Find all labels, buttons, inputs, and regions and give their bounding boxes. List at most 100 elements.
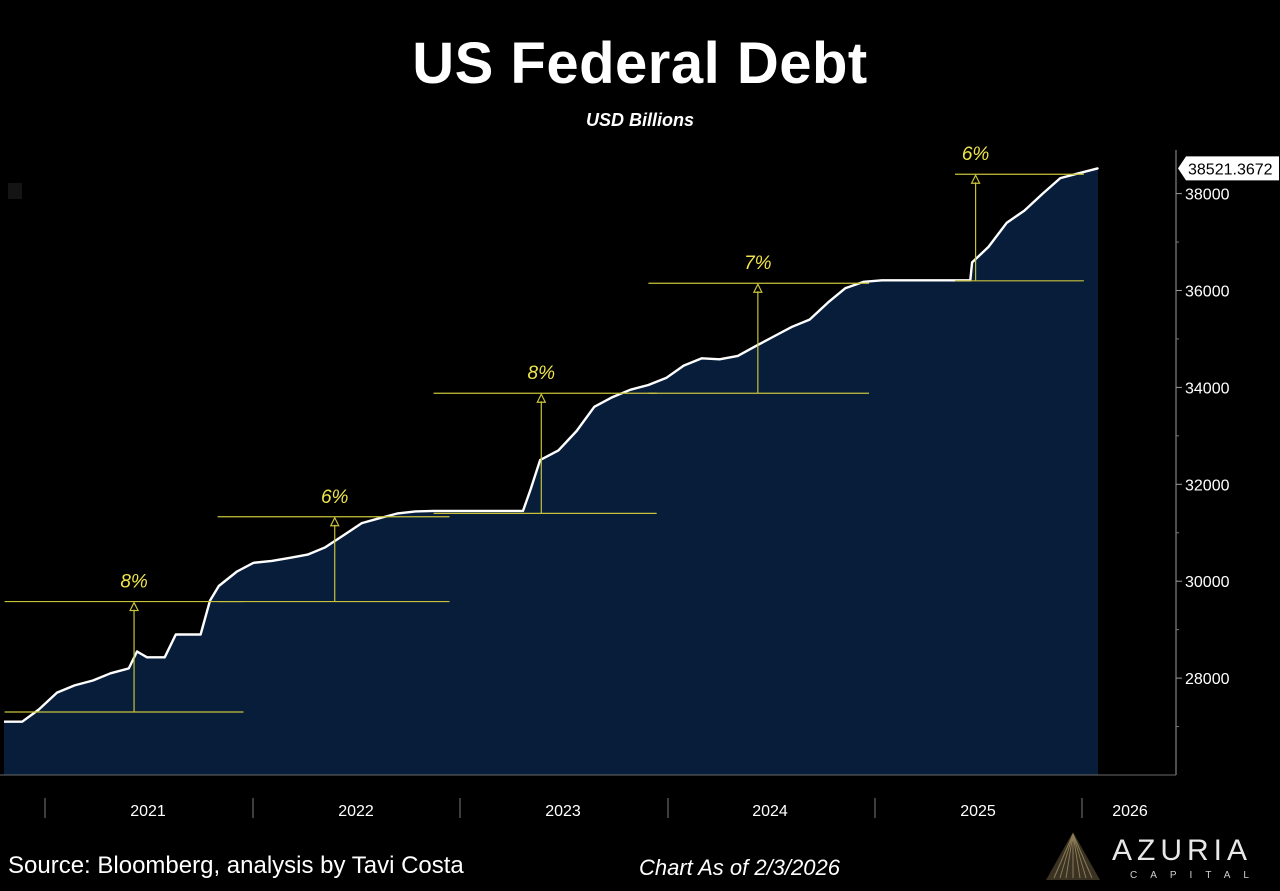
debt-point <box>432 510 435 512</box>
debt-point <box>73 684 76 687</box>
debt-point <box>467 510 470 512</box>
debt-point <box>1041 192 1044 195</box>
source-note: Source: Bloomberg, analysis by Tavi Cost… <box>8 852 464 879</box>
annotation-arrow-head <box>752 282 763 293</box>
debt-point <box>182 633 184 636</box>
debt-point <box>288 557 291 559</box>
debt-point <box>21 720 24 723</box>
corner-marker <box>8 183 22 199</box>
debt-point <box>252 562 255 564</box>
annotation-arrow-head <box>329 516 340 527</box>
chart-subtitle: USD Billions <box>585 110 694 130</box>
annotation-label: 6% <box>962 144 990 165</box>
debt-point <box>342 534 345 536</box>
debt-point <box>163 656 166 659</box>
annotation-label: 6% <box>321 487 349 508</box>
logo-subtitle: CAPITAL <box>1130 870 1262 881</box>
y-tick-label: 34000 <box>1185 380 1230 397</box>
annotation-label: 8% <box>528 363 556 384</box>
x-tick-label: 2024 <box>752 803 788 820</box>
area-layer <box>4 167 1099 776</box>
debt-point <box>306 553 309 556</box>
y-tick-label: 36000 <box>1185 284 1230 301</box>
debt-point <box>485 510 488 512</box>
debt-point <box>539 459 541 461</box>
debt-point <box>971 261 973 264</box>
debt-point <box>844 287 847 289</box>
debt-point <box>378 517 381 519</box>
debt-area <box>4 168 1098 776</box>
debt-point <box>647 384 650 386</box>
annotation-label: 7% <box>744 253 772 274</box>
debt-point <box>175 633 177 636</box>
debt-point <box>737 355 739 357</box>
debt-point <box>791 326 793 328</box>
debt-point <box>271 560 273 562</box>
growth-annotation: 8% <box>433 363 657 514</box>
debt-point <box>987 246 990 248</box>
debt-point <box>324 546 327 549</box>
debt-point <box>808 318 811 321</box>
debt-point <box>1059 177 1062 179</box>
last-value-label: 38521.3672 <box>1188 161 1273 178</box>
debt-point <box>56 691 58 694</box>
debt-point <box>593 406 596 408</box>
debt-point <box>754 345 757 348</box>
x-tick-label: 2026 <box>1112 803 1148 820</box>
debt-point <box>128 667 130 670</box>
debt-point <box>503 510 506 512</box>
annotation-label: 8% <box>120 572 148 593</box>
debt-point <box>863 281 865 283</box>
debt-point <box>682 364 685 367</box>
growth-annotation: 6% <box>954 144 1084 282</box>
debt-point <box>1006 221 1008 224</box>
debt-point <box>414 510 417 513</box>
debt-point <box>951 279 954 282</box>
annotation-arrow-head <box>129 601 140 612</box>
debt-point <box>1097 167 1099 170</box>
debt-point <box>718 358 721 361</box>
growth-annotation: 7% <box>648 253 870 394</box>
azuria-logo: AZURIA CAPITAL <box>1038 830 1268 886</box>
debt-point <box>1023 209 1026 212</box>
annotation-layer: 8% 6% 8% 7% 6% <box>4 144 1084 713</box>
debt-point <box>629 389 631 391</box>
x-tick-label: 2021 <box>130 803 166 820</box>
growth-annotation: 6% <box>217 487 450 603</box>
debt-point <box>665 376 668 379</box>
axis-layer: 28000 30000 32000 34000 36000 38000 38521.3672… <box>0 150 1279 820</box>
debt-point <box>575 430 578 432</box>
debt-point <box>915 279 918 282</box>
debt-point <box>897 279 900 282</box>
debt-point <box>92 679 94 682</box>
y-tick-label: 30000 <box>1185 574 1230 591</box>
debt-point <box>881 279 883 282</box>
y-tick-label: 28000 <box>1185 671 1230 688</box>
y-tick-label: 32000 <box>1185 477 1230 494</box>
debt-point <box>827 301 829 304</box>
debt-point <box>396 512 399 515</box>
logo-wordmark: AZURIA <box>1112 834 1253 867</box>
debt-point <box>361 522 363 524</box>
debt-point <box>772 335 775 338</box>
debt-point <box>451 510 453 512</box>
debt-point <box>199 633 202 636</box>
x-tick-label: 2025 <box>960 803 996 820</box>
debt-point <box>522 510 524 512</box>
debt-point <box>701 357 703 360</box>
last-value-box <box>1178 156 1279 181</box>
chart-title: US Federal Debt <box>412 31 868 96</box>
debt-point <box>218 585 220 587</box>
debt-point <box>933 279 936 282</box>
debt-point <box>557 449 560 452</box>
x-tick-label: 2023 <box>545 803 581 820</box>
debt-point <box>529 488 532 490</box>
debt-point <box>146 656 148 659</box>
debt-point <box>236 570 238 573</box>
y-tick-label: 38000 <box>1185 187 1230 204</box>
as-of-date: Chart As of 2/3/2026 <box>639 855 840 880</box>
debt-point <box>109 672 112 675</box>
growth-annotation: 8% <box>4 572 244 713</box>
debt-point <box>37 708 40 711</box>
debt-point <box>136 650 138 653</box>
